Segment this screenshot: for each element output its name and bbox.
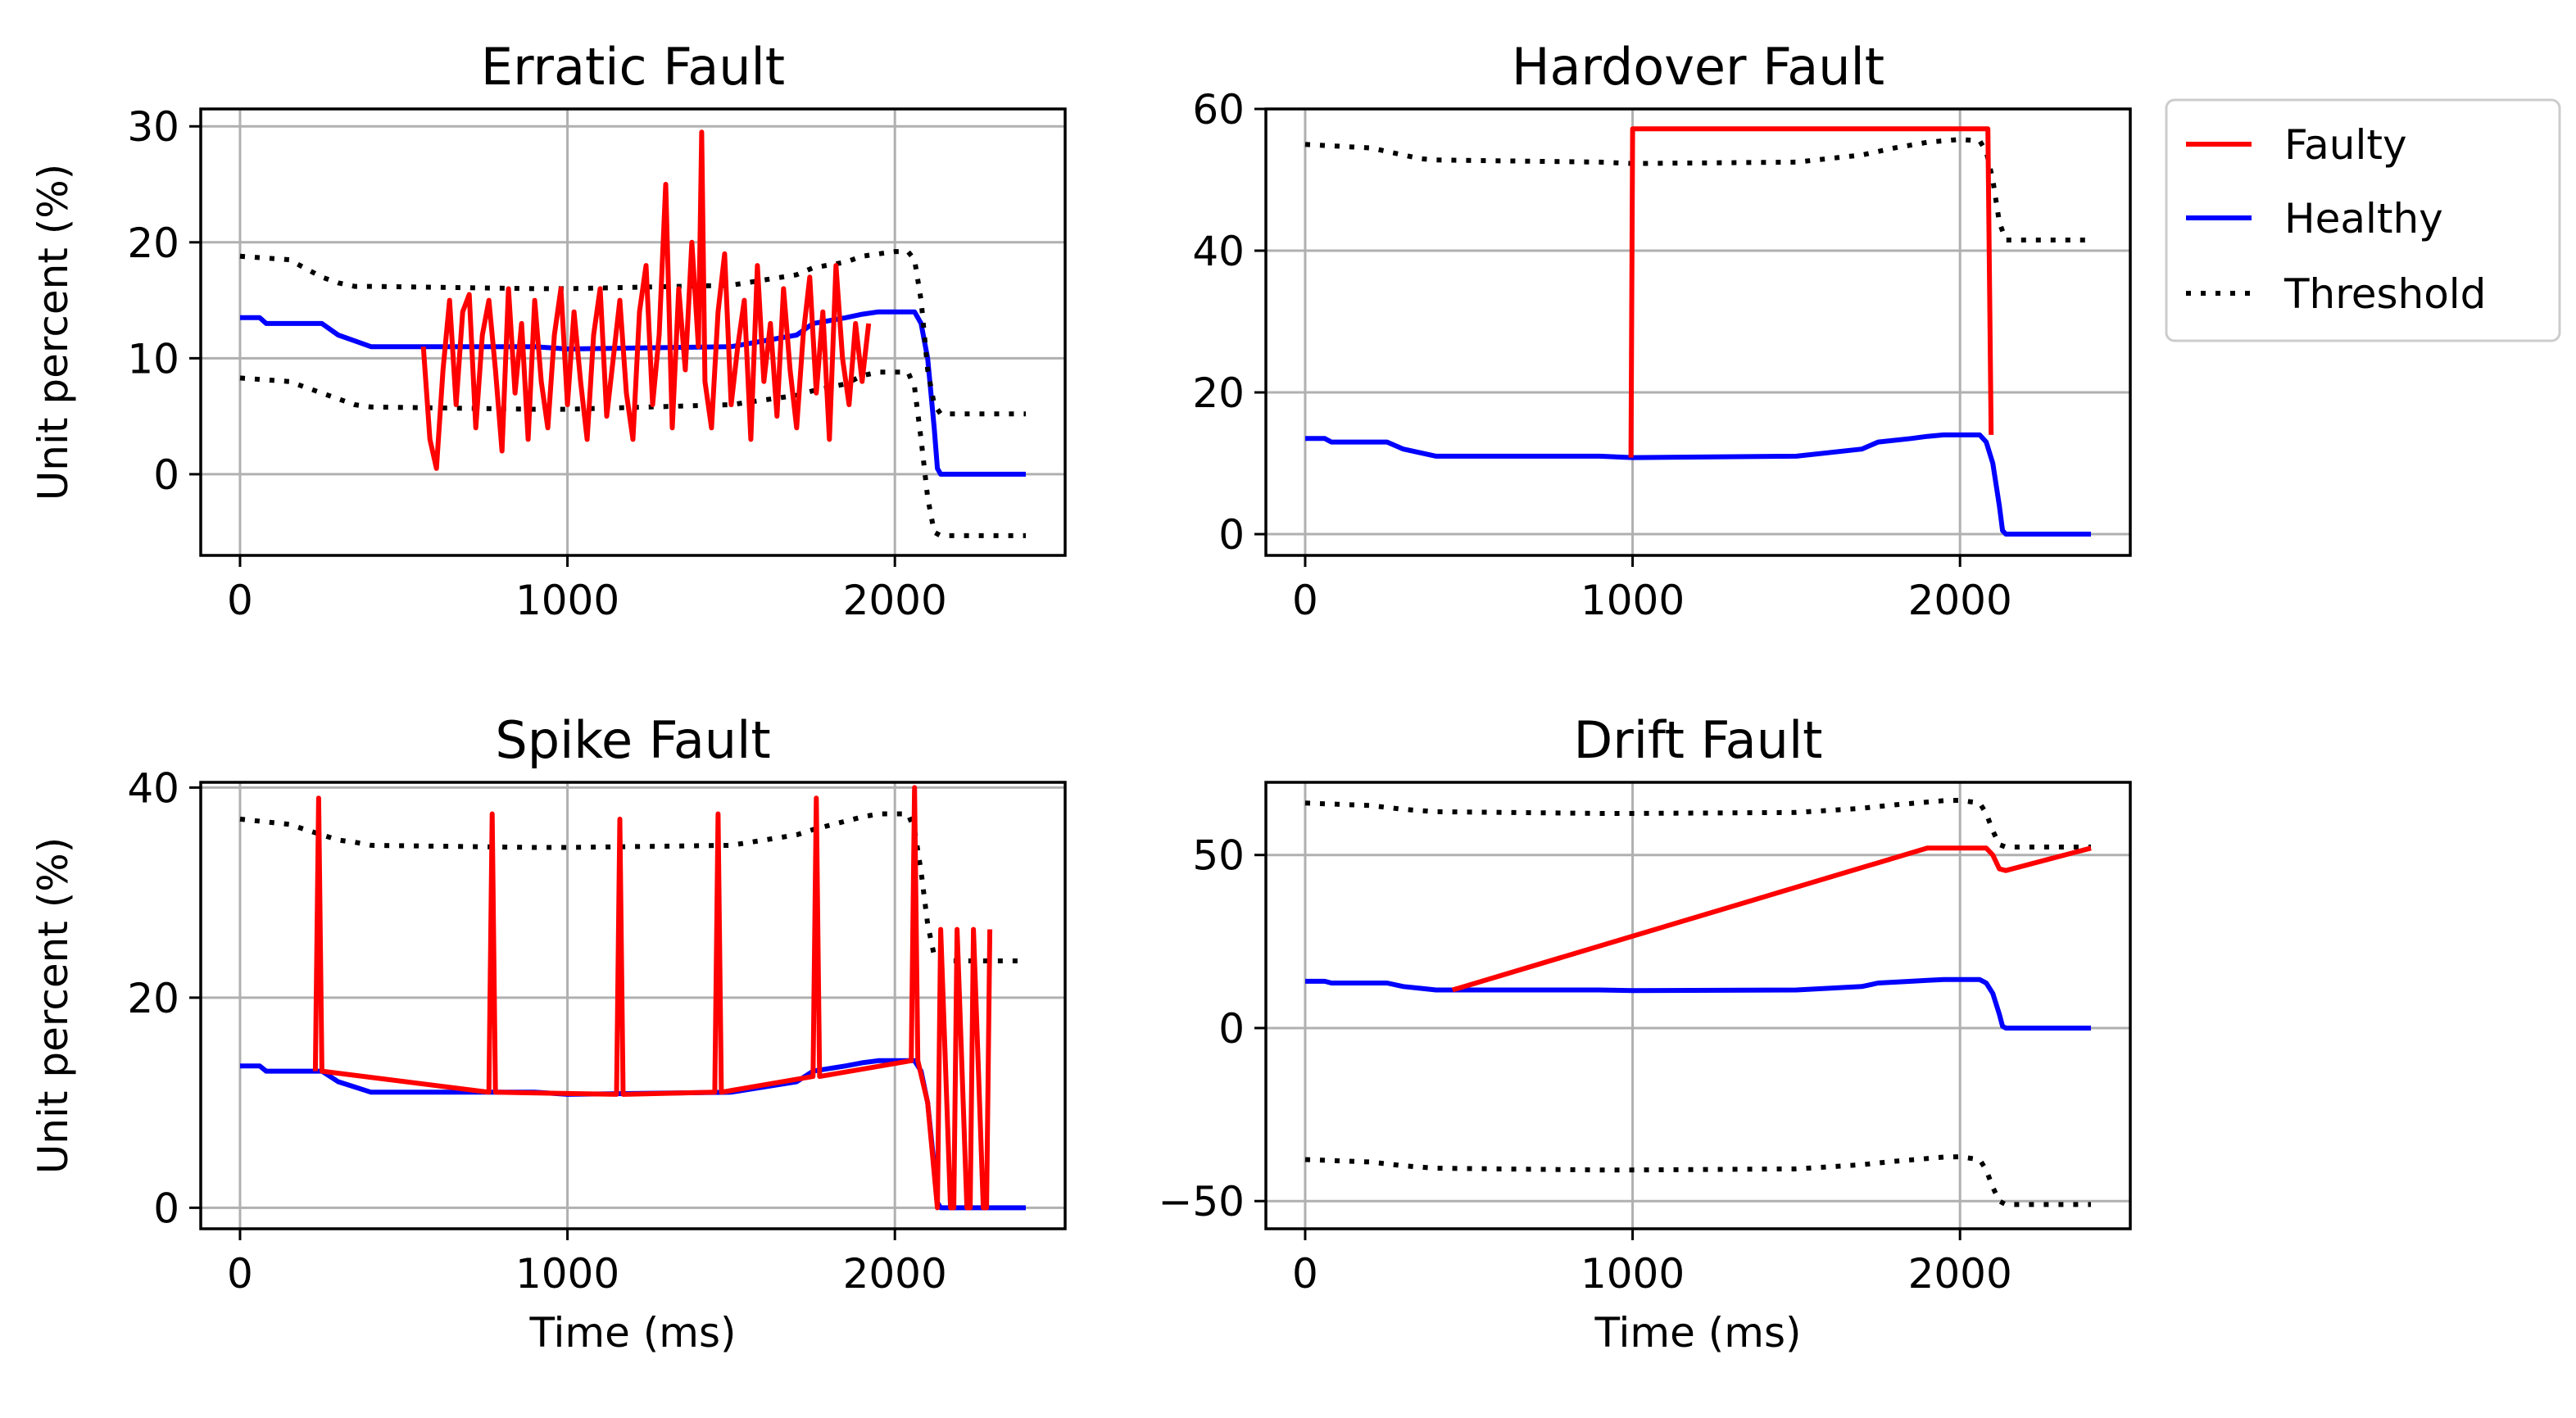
drift-y-tick-label: −50 <box>1158 1178 1245 1225</box>
drift-x-axis-title: Time (ms) <box>1594 1309 1801 1357</box>
drift-plot-frame <box>1264 781 2132 1230</box>
spike-y-tick-label: 40 <box>127 764 179 812</box>
spike-faulty-line <box>312 785 993 1211</box>
erratic-x-tick-label: 2000 <box>843 577 947 624</box>
drift-threshold-line <box>1304 798 2091 849</box>
legend-faulty-label: Faulty <box>2284 121 2407 169</box>
spike-y-axis-title: Unit percent (%) <box>29 837 77 1175</box>
legend-healthy-label: Healthy <box>2284 195 2443 242</box>
spike-x-axis-title: Time (ms) <box>528 1309 736 1357</box>
legend: Faulty Healthy Threshold <box>2165 98 2561 342</box>
drift-x-tick-label: 1000 <box>1581 1250 1685 1298</box>
spike-title: Spike Fault <box>495 710 770 770</box>
erratic-y-tick-label: 0 <box>153 451 179 499</box>
drift-y-tick-label: 0 <box>1218 1005 1245 1053</box>
legend-threshold-label: Threshold <box>2283 270 2486 318</box>
drift-faulty-line <box>1451 845 2092 993</box>
erratic-title: Erratic Fault <box>481 37 785 97</box>
hardover-y-tick-label: 40 <box>1192 228 1245 275</box>
drift-x-tick-label: 0 <box>1292 1250 1318 1298</box>
hardover-faulty-line <box>1628 126 1994 458</box>
drift-title: Drift Fault <box>1573 710 1822 770</box>
drift-fault-panel: 0 1000 2000 −50 0 50 Drift Fault Time (ms) <box>1158 710 2132 1357</box>
hardover-y-tick-label: 0 <box>1218 511 1245 559</box>
legend-frame <box>2165 98 2561 342</box>
hardover-x-tick-label: 1000 <box>1581 577 1685 624</box>
erratic-x-tick-label: 0 <box>227 577 253 624</box>
erratic-y-tick-label: 20 <box>127 220 179 267</box>
erratic-plot-frame <box>199 107 1067 557</box>
erratic-x-tick-label: 1000 <box>515 577 619 624</box>
drift-x-tick-label: 2000 <box>1908 1250 2012 1298</box>
hardover-x-tick-label: 2000 <box>1908 577 2012 624</box>
spike-threshold-line <box>239 811 1026 963</box>
spike-healthy-line <box>240 1058 1026 1211</box>
hardover-title: Hardover Fault <box>1512 37 1884 97</box>
drift-threshold-line <box>1304 1154 2091 1207</box>
drift-y-tick-label: 50 <box>1192 832 1245 880</box>
erratic-y-tick-label: 10 <box>127 335 179 383</box>
erratic-y-axis-title: Unit percent (%) <box>29 164 77 501</box>
spike-fault-panel: 0 1000 2000 0 20 40 Spike Fault Time (ms) Unit p… <box>29 710 1067 1357</box>
hardover-plot-frame <box>1264 107 2132 557</box>
spike-y-tick-label: 20 <box>127 975 179 1022</box>
spike-x-tick-label: 2000 <box>843 1250 947 1298</box>
hardover-fault-panel: 0 1000 2000 0 20 40 60 Hardover Fault <box>1192 37 2132 624</box>
hardover-x-tick-label: 0 <box>1292 577 1318 624</box>
erratic-faulty-line <box>420 129 872 471</box>
hardover-y-tick-label: 60 <box>1192 86 1245 134</box>
drift-healthy-line <box>1305 976 2091 1031</box>
erratic-y-tick-label: 30 <box>127 103 179 151</box>
spike-y-tick-label: 0 <box>153 1185 179 1232</box>
erratic-threshold-line <box>239 249 1026 417</box>
spike-x-tick-label: 0 <box>227 1250 253 1298</box>
erratic-fault-panel: 0 1000 2000 0 10 20 30 Erratic Fault Unit percen… <box>29 37 1067 624</box>
hardover-healthy-line <box>1305 432 2091 537</box>
hardover-threshold-line <box>1304 137 2091 242</box>
spike-x-tick-label: 1000 <box>515 1250 619 1298</box>
hardover-y-tick-label: 20 <box>1192 369 1245 417</box>
spike-plot-frame <box>199 781 1067 1230</box>
